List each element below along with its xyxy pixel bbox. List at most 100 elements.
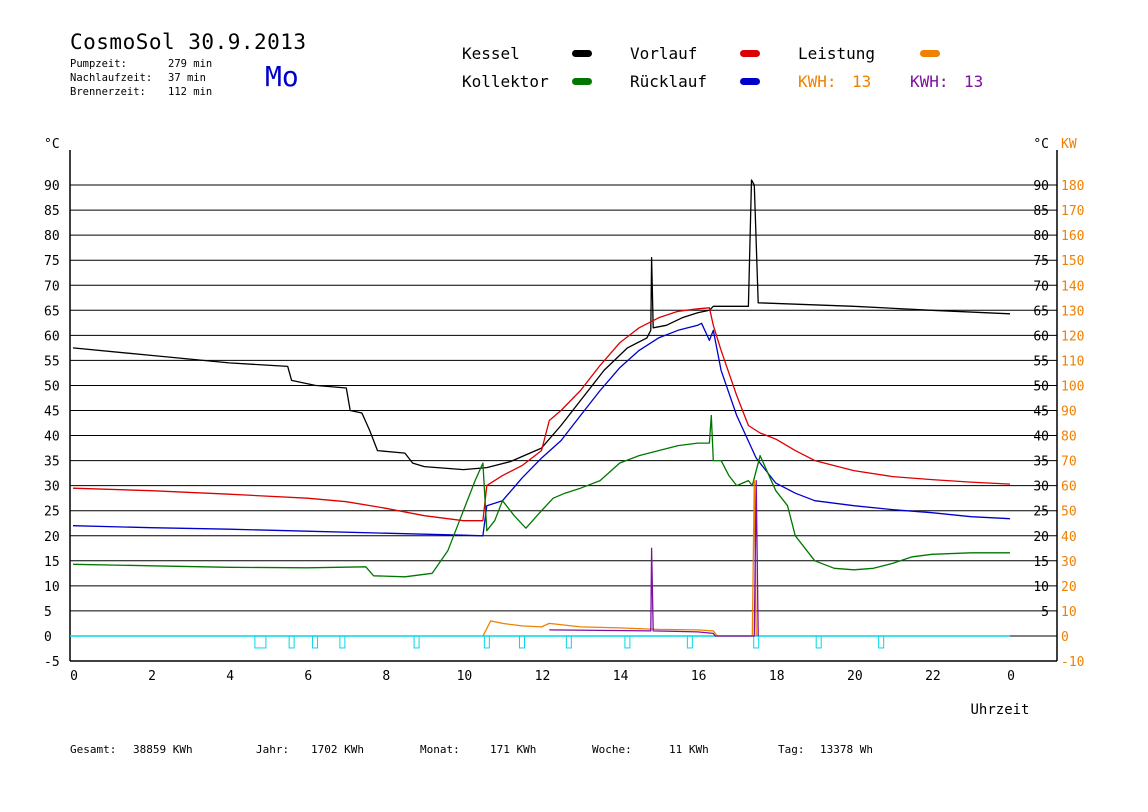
legend-kwh1-value: 13 bbox=[852, 72, 872, 91]
y-tick-label-left: 50 bbox=[44, 379, 60, 394]
legend-vorlauf-swatch bbox=[740, 50, 760, 57]
y-axis-label-right-temp: °C bbox=[1033, 137, 1049, 152]
y-tick-label-right-temp: 35 bbox=[1033, 455, 1049, 470]
y-tick-label-right-temp: 40 bbox=[1033, 430, 1049, 445]
y-tick-label-left: 55 bbox=[44, 354, 60, 369]
footer-monat-value: 171 KWh bbox=[490, 743, 537, 756]
legend-kollektor: Kollektor bbox=[462, 72, 549, 91]
y-tick-label-left: 25 bbox=[44, 505, 60, 520]
pump-marker bbox=[518, 635, 525, 649]
x-tick-label: 4 bbox=[226, 669, 234, 684]
pump-marker bbox=[878, 635, 885, 649]
y-tick-label-left: 60 bbox=[44, 329, 60, 344]
y-tick-label-right-temp: 90 bbox=[1033, 179, 1049, 194]
legend-vorlauf: Vorlauf bbox=[630, 44, 698, 63]
stat-pumpzeit-label: Pumpzeit: bbox=[70, 58, 127, 70]
y-tick-label-left: 90 bbox=[44, 179, 60, 194]
y-tick-label-right-temp: 65 bbox=[1033, 304, 1049, 319]
footer-monat-label: Monat: bbox=[420, 743, 460, 756]
pump-marker bbox=[413, 635, 420, 649]
x-tick-label: 2 bbox=[148, 669, 156, 684]
y-tick-label-right-power: 20 bbox=[1061, 580, 1077, 595]
pump-marker bbox=[624, 635, 631, 649]
y-tick-label-right-temp: 20 bbox=[1033, 530, 1049, 545]
footer-woche-label: Woche: bbox=[592, 743, 632, 756]
y-axis-label-left: °C bbox=[44, 137, 60, 152]
y-tick-label-left: 65 bbox=[44, 304, 60, 319]
y-tick-label-left: 40 bbox=[44, 430, 60, 445]
y-tick-label-left: 15 bbox=[44, 555, 60, 570]
pump-marker bbox=[753, 635, 760, 649]
y-tick-label-right-temp: 50 bbox=[1033, 379, 1049, 394]
pump-marker bbox=[815, 635, 822, 649]
x-tick-label: 12 bbox=[535, 669, 551, 684]
x-tick-label: 0 bbox=[1007, 669, 1015, 684]
y-tick-label-right-power: 70 bbox=[1061, 455, 1077, 470]
x-tick-label: 16 bbox=[691, 669, 707, 684]
y-tick-label-right-power: 10 bbox=[1061, 605, 1077, 620]
weekday-label: Mo bbox=[265, 60, 299, 93]
pump-marker bbox=[339, 635, 346, 649]
series-line-leistung bbox=[482, 479, 757, 637]
y-tick-label-right-temp: 5 bbox=[1041, 605, 1049, 620]
x-tick-label: 20 bbox=[847, 669, 863, 684]
legend-ruecklauf: Rücklauf bbox=[630, 72, 708, 91]
footer-jahr-label: Jahr: bbox=[256, 743, 290, 756]
y-tick-label-right-power: 120 bbox=[1061, 329, 1084, 344]
x-tick-label: 18 bbox=[769, 669, 785, 684]
y-tick-label-right-temp: 25 bbox=[1033, 505, 1049, 520]
pump-marker bbox=[483, 635, 490, 649]
pump-marker bbox=[254, 635, 267, 649]
y-tick-label-right-temp: 55 bbox=[1033, 354, 1049, 369]
series-line-kollektor bbox=[72, 414, 1010, 578]
y-tick-label-right-power: 160 bbox=[1061, 229, 1084, 244]
y-tick-label-right-power: 30 bbox=[1061, 555, 1077, 570]
y-tick-label-left: 35 bbox=[44, 455, 60, 470]
y-tick-label-right-power: 180 bbox=[1061, 179, 1084, 194]
stat-pumpzeit-value: 279 min bbox=[168, 58, 213, 70]
y-tick-label-right-power: 110 bbox=[1061, 354, 1084, 369]
legend-leistung-swatch bbox=[920, 50, 940, 57]
series-line-kwh-2 bbox=[549, 479, 759, 637]
y-axis-label-right-power: KW bbox=[1061, 137, 1077, 152]
y-tick-label-right-power: 100 bbox=[1061, 379, 1084, 394]
y-tick-label-left: 10 bbox=[44, 580, 60, 595]
y-tick-label-left: 45 bbox=[44, 405, 60, 420]
x-tick-label: 6 bbox=[304, 669, 312, 684]
legend-kwh2-label: KWH: bbox=[910, 72, 949, 91]
y-tick-label-right-temp: 70 bbox=[1033, 279, 1049, 294]
footer-gesamt-label: Gesamt: bbox=[70, 743, 117, 756]
footer-jahr-value: 1702 KWh bbox=[311, 743, 364, 756]
legend-kessel-swatch bbox=[572, 50, 592, 57]
stat-brennerzeit-value: 112 min bbox=[168, 86, 213, 98]
y-tick-label-right-power: 60 bbox=[1061, 480, 1077, 495]
y-tick-label-right-power: 140 bbox=[1061, 279, 1084, 294]
y-tick-label-right-power: -10 bbox=[1061, 655, 1084, 670]
y-tick-label-right-temp: 15 bbox=[1033, 555, 1049, 570]
series-line-kessel bbox=[72, 179, 1011, 471]
legend-kwh1-label: KWH: bbox=[798, 72, 837, 91]
y-tick-label-left: 85 bbox=[44, 204, 60, 219]
y-tick-label-right-power: 50 bbox=[1061, 505, 1077, 520]
footer-tag-label: Tag: bbox=[778, 743, 805, 756]
y-tick-label-left: 80 bbox=[44, 229, 60, 244]
legend-leistung: Leistung bbox=[798, 44, 876, 63]
y-tick-label-right-temp: 10 bbox=[1033, 580, 1049, 595]
footer-tag-value: 13378 Wh bbox=[820, 743, 873, 756]
y-tick-label-left: 70 bbox=[44, 279, 60, 294]
y-tick-label-right-temp: 45 bbox=[1033, 405, 1049, 420]
x-tick-label: 0 bbox=[70, 669, 78, 684]
y-tick-label-left: 75 bbox=[44, 254, 60, 269]
y-tick-label-right-temp: 60 bbox=[1033, 329, 1049, 344]
y-tick-label-right-power: 0 bbox=[1061, 630, 1069, 645]
y-tick-label-left: 30 bbox=[44, 480, 60, 495]
footer-gesamt-value: 38859 KWh bbox=[133, 743, 193, 756]
legend-ruecklauf-swatch bbox=[740, 78, 760, 85]
footer-woche-value: 11 KWh bbox=[669, 743, 709, 756]
y-tick-label-left: 20 bbox=[44, 530, 60, 545]
x-tick-label: 22 bbox=[925, 669, 941, 684]
x-tick-label: 10 bbox=[457, 669, 473, 684]
y-tick-label-right-temp: 85 bbox=[1033, 204, 1049, 219]
y-tick-label-right-power: 170 bbox=[1061, 204, 1084, 219]
